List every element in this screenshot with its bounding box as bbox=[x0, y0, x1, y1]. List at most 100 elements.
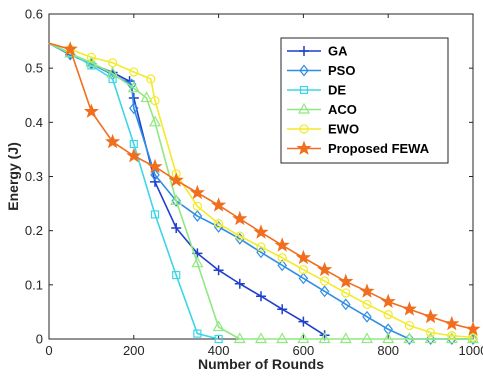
data-point-proposed-fewa bbox=[359, 283, 375, 298]
data-point-aco bbox=[140, 91, 153, 103]
legend-marker-aco bbox=[297, 102, 311, 114]
data-point-ga bbox=[298, 316, 309, 327]
x-tick-label: 0 bbox=[45, 343, 52, 358]
data-point-ga bbox=[150, 176, 160, 187]
data-point-aco bbox=[170, 194, 183, 205]
legend-box bbox=[280, 37, 449, 164]
data-point-aco bbox=[339, 332, 352, 344]
legend-item-ga: GA bbox=[287, 44, 348, 59]
data-point-proposed-fewa bbox=[253, 224, 269, 239]
data-point-proposed-fewa bbox=[189, 184, 205, 200]
legend-item-ewo: EWO bbox=[287, 122, 359, 137]
data-point-ewo bbox=[129, 67, 139, 77]
data-point-ewo bbox=[277, 253, 287, 263]
legend-item-de: DE bbox=[287, 83, 346, 98]
data-point-de bbox=[172, 270, 181, 280]
data-point-proposed-fewa bbox=[147, 158, 163, 174]
data-point-de bbox=[214, 334, 223, 344]
data-point-proposed-fewa bbox=[83, 103, 99, 118]
data-point-ewo bbox=[107, 58, 118, 68]
legend-item-proposed-fewa: Proposed FEWA bbox=[287, 140, 430, 156]
data-point-proposed-fewa bbox=[380, 293, 396, 309]
legend-label: PSO bbox=[328, 63, 355, 78]
data-point-ewo bbox=[447, 331, 457, 341]
data-point-ewo bbox=[146, 74, 156, 84]
data-point-pso bbox=[129, 102, 139, 115]
legend-item-pso: PSO bbox=[287, 63, 355, 78]
data-point-aco bbox=[254, 332, 268, 344]
data-point-aco bbox=[318, 332, 331, 344]
data-point-ewo bbox=[362, 299, 372, 309]
legend-item-aco: ACO bbox=[287, 102, 357, 117]
legend-label: DE bbox=[328, 83, 346, 98]
data-point-proposed-fewa bbox=[232, 210, 248, 226]
data-point-pso bbox=[362, 310, 372, 323]
legend-label: Proposed FEWA bbox=[328, 141, 430, 156]
data-point-aco bbox=[106, 66, 119, 78]
y-tick-label: 0 bbox=[36, 332, 43, 347]
x-tick-label: 600 bbox=[293, 343, 315, 358]
data-point-proposed-fewa bbox=[168, 172, 184, 187]
data-point-ewo bbox=[235, 231, 245, 241]
y-tick-label: 0.3 bbox=[25, 169, 43, 184]
data-point-ewo bbox=[383, 310, 393, 320]
data-point-de bbox=[193, 329, 202, 338]
data-point-aco bbox=[403, 332, 416, 344]
data-point-ga bbox=[171, 222, 182, 233]
series-line-aco bbox=[48, 42, 473, 340]
data-point-pso bbox=[277, 259, 287, 272]
data-point-ga bbox=[234, 278, 245, 289]
data-point-pso bbox=[341, 298, 351, 311]
x-tick-label: 800 bbox=[377, 343, 399, 358]
data-point-pso bbox=[192, 210, 203, 223]
data-point-aco bbox=[233, 332, 246, 344]
data-point-aco bbox=[85, 56, 98, 67]
data-point-proposed-fewa bbox=[423, 308, 439, 324]
data-point-ewo bbox=[86, 52, 97, 62]
data-point-ewo bbox=[404, 320, 414, 331]
data-point-ga bbox=[213, 265, 224, 276]
data-point-aco bbox=[360, 332, 374, 344]
data-point-ewo bbox=[320, 276, 330, 286]
data-point-pso bbox=[319, 285, 330, 298]
data-point-aco bbox=[424, 332, 437, 344]
data-point-ewo bbox=[468, 332, 478, 342]
data-point-aco bbox=[191, 256, 204, 268]
legend-marker-proposed-fewa bbox=[296, 140, 312, 155]
data-point-aco bbox=[382, 332, 395, 344]
data-point-pso bbox=[298, 272, 309, 285]
y-axis-title: Energy (J) bbox=[5, 142, 21, 210]
legend-label: GA bbox=[328, 44, 348, 59]
legend-marker-de bbox=[299, 85, 309, 95]
x-tick-label: 200 bbox=[123, 343, 145, 358]
data-point-proposed-fewa bbox=[317, 261, 333, 277]
y-tick-label: 0.4 bbox=[25, 115, 43, 130]
series-ewo bbox=[48, 42, 478, 342]
series-proposed-fewa bbox=[48, 41, 481, 336]
legend: GA PSO DE ACO EWO Proposed FEWA bbox=[280, 37, 449, 164]
data-point-ewo bbox=[341, 288, 351, 298]
data-point-aco bbox=[276, 332, 289, 344]
data-point-de bbox=[129, 139, 138, 149]
y-tick-label: 0.1 bbox=[25, 277, 43, 292]
data-point-proposed-fewa bbox=[444, 315, 460, 331]
x-tick-label: 400 bbox=[208, 343, 230, 358]
x-axis-title: Number of Rounds bbox=[198, 356, 324, 372]
data-point-pso bbox=[256, 246, 266, 259]
legend-label: ACO bbox=[328, 102, 357, 117]
data-point-ewo bbox=[214, 219, 224, 229]
series-aco bbox=[48, 42, 480, 344]
series-group bbox=[48, 41, 481, 345]
data-point-aco bbox=[297, 332, 310, 344]
series-line-ewo bbox=[48, 42, 474, 339]
data-point-proposed-fewa bbox=[295, 249, 311, 265]
data-point-proposed-fewa bbox=[211, 197, 227, 212]
data-point-aco bbox=[148, 115, 162, 127]
data-point-pso bbox=[150, 168, 160, 181]
data-point-aco bbox=[466, 332, 480, 344]
y-tick-label: 0.6 bbox=[25, 7, 43, 22]
legend-marker-ga bbox=[299, 46, 309, 56]
data-point-proposed-fewa bbox=[126, 147, 142, 163]
